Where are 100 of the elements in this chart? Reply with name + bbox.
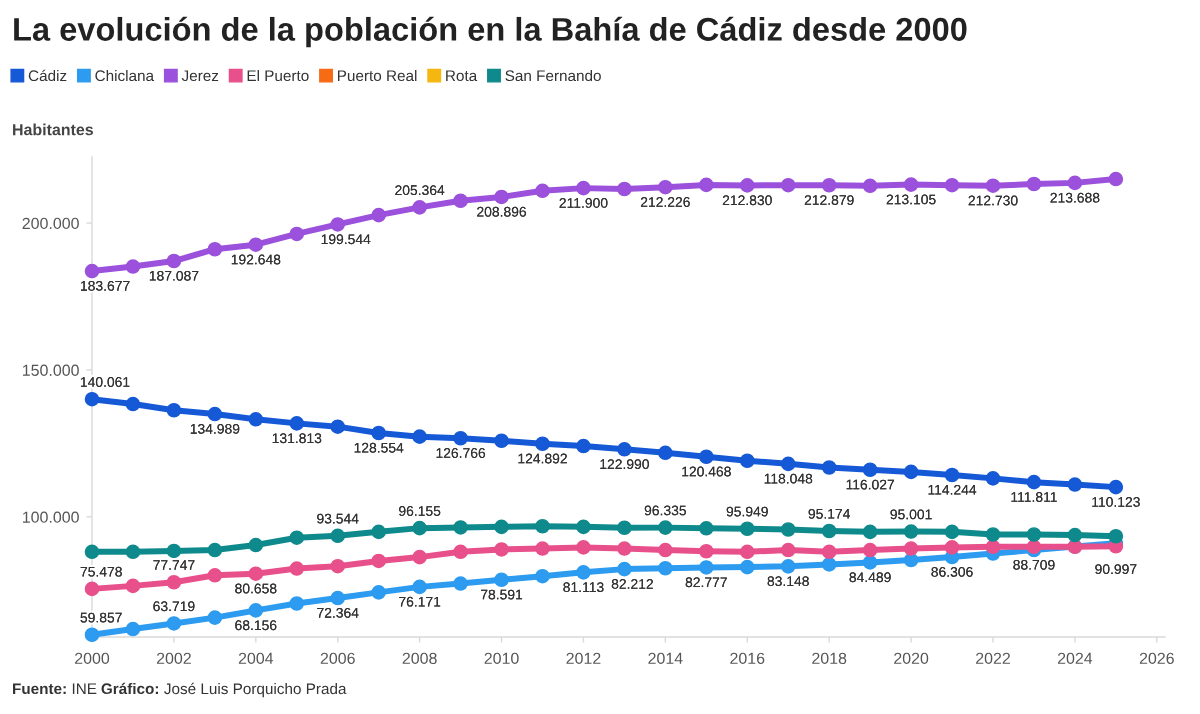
point — [1067, 527, 1083, 543]
point — [125, 259, 141, 274]
point — [1067, 175, 1083, 191]
data-label: 212.730 — [968, 195, 1018, 206]
point — [535, 436, 550, 452]
data-label: 187.087 — [149, 270, 199, 281]
point — [494, 189, 509, 205]
y-tick-label: 150.000 — [22, 364, 79, 376]
data-label: 95.949 — [726, 506, 768, 517]
point — [289, 561, 305, 576]
point — [576, 438, 591, 454]
point — [576, 540, 591, 555]
data-label: 86.306 — [931, 566, 973, 577]
point — [289, 530, 305, 546]
point — [248, 603, 264, 618]
x-tick-label: 2010 — [484, 652, 519, 665]
x-tick-label: 2014 — [648, 652, 683, 665]
legend-label: Cádiz — [28, 69, 67, 82]
point — [289, 596, 305, 611]
point — [330, 590, 346, 606]
point — [862, 524, 878, 540]
data-label: 84.489 — [849, 572, 891, 583]
data-label: 88.709 — [1013, 559, 1055, 570]
y-tick-label: 200.000 — [22, 217, 79, 230]
data-label: 76.171 — [399, 596, 441, 607]
point — [207, 610, 223, 625]
data-label: 118.048 — [764, 473, 813, 484]
point — [699, 521, 714, 536]
point — [944, 177, 960, 193]
point — [1108, 528, 1124, 544]
point — [985, 539, 1001, 555]
x-tick-label: 2004 — [238, 652, 274, 665]
data-label: 96.335 — [644, 505, 687, 516]
point — [739, 453, 755, 469]
data-label: 205.364 — [395, 185, 445, 196]
point — [1108, 479, 1124, 495]
data-label: 83.148 — [767, 576, 809, 587]
point — [535, 518, 550, 534]
x-tick-label: 2020 — [894, 652, 929, 665]
x-tick-label: 2000 — [75, 652, 110, 665]
data-label: 131.813 — [272, 433, 322, 444]
point — [985, 527, 1001, 542]
point — [207, 568, 223, 583]
point — [84, 544, 100, 560]
data-label: 110.123 — [1092, 497, 1140, 507]
point — [535, 541, 550, 556]
data-label: 96.155 — [399, 506, 441, 516]
point — [166, 543, 182, 559]
data-label: 75.478 — [80, 566, 122, 577]
point — [862, 555, 878, 570]
x-tick-label: 2024 — [1057, 652, 1093, 665]
data-label: 72.364 — [317, 607, 359, 618]
data-label: 128.554 — [354, 442, 404, 453]
point — [166, 402, 182, 418]
point — [780, 542, 796, 558]
point — [699, 543, 714, 559]
point — [494, 519, 509, 535]
point — [248, 237, 264, 252]
x-tick-label: 2006 — [320, 652, 355, 665]
point — [699, 449, 714, 465]
data-label: 95.174 — [808, 508, 851, 519]
point — [84, 391, 100, 407]
legend-label: El Puerto — [247, 69, 309, 82]
point — [125, 544, 141, 560]
legend-label: Jerez — [181, 70, 219, 82]
point — [125, 578, 141, 594]
legend-label: Rota — [446, 70, 478, 82]
point — [248, 566, 264, 581]
point — [412, 200, 427, 215]
point — [207, 542, 223, 558]
data-label: 78.591 — [481, 589, 523, 600]
point — [739, 521, 755, 537]
data-label: 77.747 — [153, 560, 195, 570]
point — [739, 544, 755, 560]
data-label: 213.688 — [1050, 192, 1100, 203]
point — [453, 193, 468, 209]
point — [453, 544, 468, 560]
point — [166, 574, 182, 590]
point — [330, 217, 346, 232]
point — [1026, 527, 1042, 542]
point — [617, 181, 632, 197]
point — [412, 429, 427, 444]
point — [576, 180, 591, 196]
data-label: 134.989 — [190, 423, 240, 434]
y-tick-label: 100.000 — [22, 511, 79, 523]
y-axis-title: Habitantes — [13, 123, 93, 136]
point — [944, 467, 960, 483]
point — [985, 471, 1001, 486]
point — [658, 542, 673, 558]
point — [453, 520, 468, 535]
point — [453, 576, 468, 591]
x-tick-label: 2008 — [402, 652, 437, 665]
point — [944, 524, 960, 540]
point — [371, 207, 386, 223]
point — [84, 627, 100, 643]
point — [453, 430, 468, 446]
point — [84, 581, 100, 597]
data-label: 68.156 — [235, 620, 277, 631]
point — [658, 445, 673, 461]
point — [862, 542, 878, 558]
